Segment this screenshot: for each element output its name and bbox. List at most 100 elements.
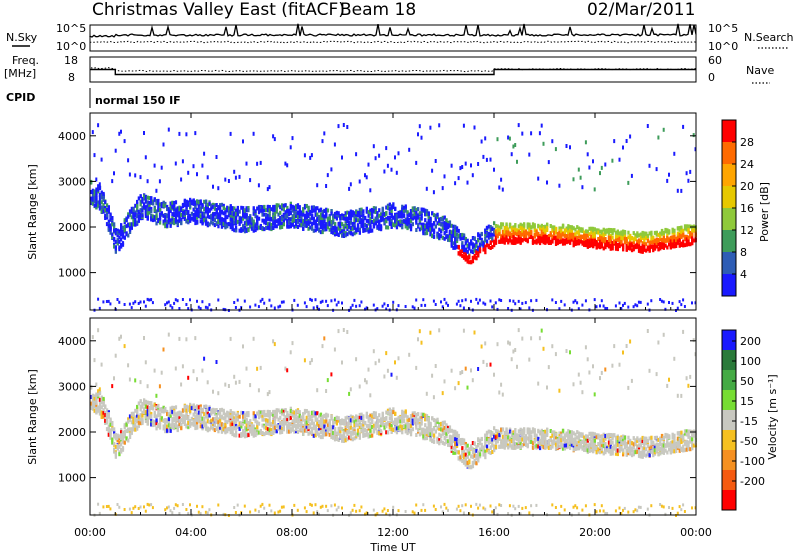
power-cell [593, 227, 596, 232]
velocity-cell [349, 414, 353, 419]
power-cell [192, 207, 195, 212]
velocity-cell [196, 404, 199, 409]
velocity-cell [381, 509, 384, 513]
power-cell [487, 224, 490, 229]
velocity-cell [252, 416, 255, 421]
power-cell [622, 236, 625, 241]
power-cell [372, 208, 376, 213]
power-cell [298, 223, 301, 228]
power-cell [113, 225, 116, 230]
power-cell [493, 221, 496, 226]
power-cell [477, 232, 480, 237]
power-cell [143, 196, 146, 201]
power-cell [454, 232, 457, 237]
power-scatter [90, 123, 697, 312]
velocity-cell [256, 431, 259, 436]
nsearch-line [89, 40, 697, 44]
power-cell [614, 304, 617, 308]
power-cell [666, 178, 669, 183]
power-cell [335, 226, 338, 231]
velocity-cell [252, 427, 255, 432]
velocity-cell [280, 505, 283, 509]
power-cell [510, 234, 513, 239]
velocity-cell [192, 403, 195, 408]
power-cell [339, 224, 342, 229]
power-cell [500, 234, 503, 239]
power-cell [687, 235, 690, 240]
power-cell [342, 234, 346, 238]
power-cell [328, 213, 331, 218]
power-cell [243, 208, 247, 213]
power-cell [427, 215, 430, 220]
velocity-cell [114, 444, 117, 449]
power-cell [194, 213, 197, 218]
power-cell [158, 220, 162, 225]
power-cell [139, 175, 142, 180]
power-cell [229, 204, 232, 209]
velocity-cell [356, 431, 360, 436]
power-cell [436, 214, 439, 219]
power-cell [139, 208, 142, 213]
velocity-cell [323, 336, 326, 341]
power-cell [691, 232, 694, 237]
velocity-cell [143, 336, 145, 340]
power-cell [413, 206, 416, 211]
power-cell [607, 231, 611, 236]
power-cell [155, 209, 158, 214]
power-cell [160, 202, 163, 206]
velocity-cell [307, 417, 310, 422]
power-cell [295, 214, 298, 218]
power-cell [544, 240, 547, 245]
velocity-cell [369, 416, 372, 421]
velocity-cell [120, 442, 123, 447]
velocity-cell [111, 437, 114, 442]
power-cell [689, 231, 692, 235]
power-cell [461, 249, 464, 254]
power-cell [614, 244, 618, 248]
power-cell [265, 208, 268, 213]
velocity-cell [358, 419, 361, 424]
power-cell [206, 306, 209, 310]
velocity-cell [273, 425, 277, 430]
velocity-cell [268, 390, 271, 395]
power-cell [455, 302, 458, 306]
power-cell [401, 225, 404, 230]
velocity-cell [95, 400, 98, 405]
velocity-cell [217, 417, 220, 422]
power-cell [185, 199, 188, 204]
power-cell [242, 139, 244, 144]
power-cell [595, 305, 598, 309]
power-cell [148, 196, 151, 200]
velocity-cell [358, 415, 361, 420]
velocity-cell [116, 446, 119, 451]
power-cell [141, 196, 144, 201]
power-cell [512, 144, 515, 149]
velocity-cell [280, 421, 284, 425]
velocity-cell [180, 422, 183, 427]
velocity-cell [243, 417, 247, 422]
power-cell [174, 215, 178, 220]
velocity-cell [270, 412, 273, 417]
power-cell [332, 217, 335, 222]
power-cell [471, 256, 475, 260]
power-cell [590, 226, 593, 231]
velocity-cell [120, 436, 123, 441]
power-cell [408, 147, 411, 152]
velocity-cell [212, 389, 214, 394]
velocity-cell [319, 417, 323, 422]
power-cell [337, 211, 340, 216]
power-cell [204, 205, 208, 210]
power-cell [261, 210, 264, 215]
power-cell [351, 221, 354, 226]
power-cell [242, 206, 245, 211]
power-cell [309, 220, 312, 225]
power-cell [270, 225, 273, 230]
power-cell [470, 163, 472, 168]
power-cell [356, 218, 360, 223]
velocity-cell [132, 419, 135, 424]
power-cell [662, 127, 665, 132]
velocity-cell [266, 430, 270, 435]
velocity-cell [326, 413, 330, 418]
power-cell [337, 213, 340, 218]
power-cell [494, 235, 498, 240]
